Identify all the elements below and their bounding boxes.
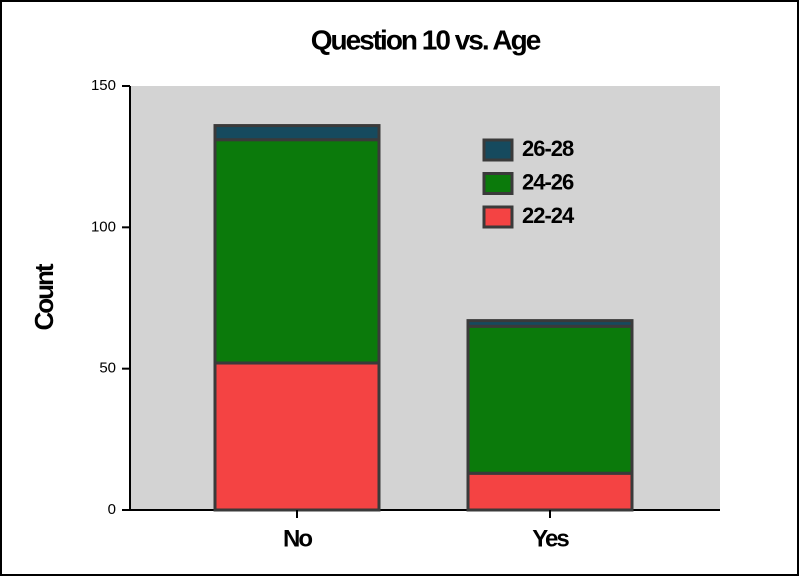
x-tick-label: No xyxy=(283,525,312,552)
bar-segment xyxy=(213,138,381,365)
chart-title: Question 10 vs. Age xyxy=(311,24,541,55)
legend-swatch xyxy=(482,138,514,162)
bar-segment xyxy=(466,471,634,512)
y-tick-label: 0 xyxy=(108,501,116,518)
bar-segment xyxy=(213,361,381,512)
legend-label: 22-24 xyxy=(522,203,575,228)
y-tick-label: 50 xyxy=(99,360,116,377)
bar-segment xyxy=(466,319,634,328)
y-tick-label: 150 xyxy=(91,77,116,94)
bar-segment xyxy=(213,124,381,142)
legend-swatch xyxy=(482,205,514,229)
legend-label: 24-26 xyxy=(522,169,574,194)
legend-swatch xyxy=(482,172,514,195)
legend-label: 26-28 xyxy=(522,136,574,161)
y-axis-label: Count xyxy=(29,263,59,330)
y-tick-label: 100 xyxy=(91,218,116,235)
bar-segment xyxy=(466,324,634,475)
x-tick-label: Yes xyxy=(532,525,569,552)
